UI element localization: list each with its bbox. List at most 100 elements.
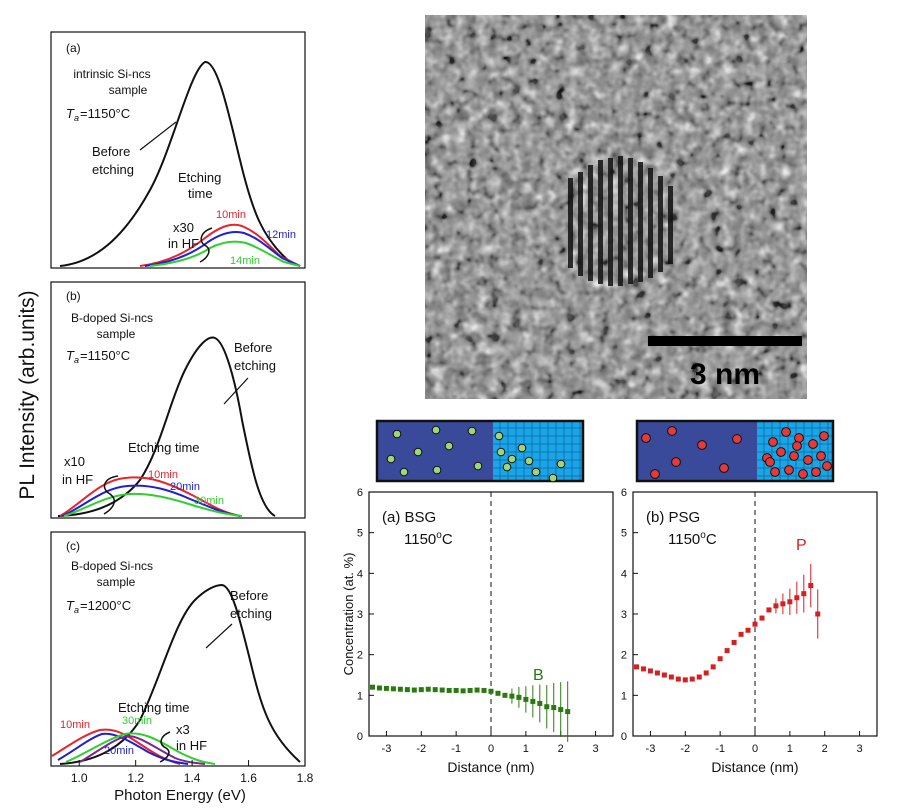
data-point [724, 648, 730, 654]
data-point [502, 692, 508, 698]
bsg-chart: -3 -2 -1 0 1 2 3 0 1 2 3 4 5 6 (a) BSG 1150oC B Conce… [341, 487, 614, 775]
data-point [703, 670, 709, 676]
pl-a-desc-2: sample [109, 83, 148, 97]
pl-c-purple-curve [79, 734, 206, 765]
pl-c-factor-2: in HF [176, 738, 207, 753]
psg-series-label: P [796, 537, 807, 554]
phosphorus-atom [794, 433, 804, 443]
pl-a-ta-symbol: Ta [66, 106, 79, 123]
pl-c-tag: (c) [66, 539, 80, 553]
bsg-schematic [375, 419, 585, 483]
x-tick-label: -3 [646, 743, 656, 755]
pl-c-etch: Etching time [118, 700, 190, 715]
data-point [481, 687, 487, 693]
phosphorus-atom [765, 457, 775, 467]
pl-b-factor-bracket [103, 475, 119, 515]
data-point [530, 698, 536, 704]
phosphorus-atom [803, 455, 813, 465]
phosphorus-atom [671, 457, 681, 467]
y-tick-label: 5 [621, 528, 627, 540]
pl-panel-a: (a) intrinsic Si-ncs sample Ta =1150°C B… [59, 41, 301, 267]
data-point [404, 687, 410, 693]
pl-b-time-30: 30min [194, 495, 224, 507]
data-point [369, 684, 375, 690]
pl-panel-a-frame [50, 31, 306, 269]
bsg-series-label: B [533, 667, 544, 684]
pl-c-time-30: 30min [122, 715, 152, 727]
data-point [488, 688, 494, 694]
phosphorus-atom [781, 427, 791, 437]
pl-a-temp: =1150°C [80, 106, 130, 121]
pl-c-before-1: Before [230, 588, 268, 603]
psg-axes: -3 -2 -1 0 1 2 3 0 1 2 3 4 5 6 [621, 487, 863, 755]
x-tick-label: 2 [822, 743, 828, 755]
data-point [752, 621, 758, 627]
boron-atom [386, 454, 396, 464]
data-point [710, 664, 716, 670]
boron-atom [494, 431, 504, 441]
phosphorus-atom [641, 433, 651, 443]
phosphorus-atom [697, 440, 707, 450]
pl-y-axis-label: PL Intensity (arb.units) [16, 290, 39, 499]
boron-atom [431, 425, 441, 435]
phosphorus-atom [667, 426, 677, 436]
pl-figure: PL Intensity (arb.units) (a) intrinsic S… [16, 31, 314, 804]
data-point [474, 687, 480, 693]
lattice-fringes [568, 156, 673, 286]
psg-title: (b) PSG [646, 509, 700, 526]
pl-a-10min-curve [139, 223, 301, 267]
psg-schematic [635, 419, 835, 483]
tem-scale-bar [648, 336, 802, 346]
data-point [467, 687, 473, 693]
x-tick-label: 1 [787, 743, 793, 755]
pl-b-tag: (b) [66, 289, 81, 303]
x-tick-label: 1 [523, 743, 529, 755]
phosphorus-atom [784, 465, 794, 475]
data-point [516, 694, 522, 700]
tem-image: 3 nm [425, 15, 807, 399]
bsg-temp: 1150oC [404, 530, 453, 548]
pl-x-tick-label: 1.4 [184, 771, 201, 785]
y-tick-label: 5 [357, 528, 363, 540]
data-point [738, 631, 744, 637]
phosphorus-atom [822, 461, 832, 471]
data-point [808, 583, 814, 589]
pl-c-desc-2: sample [97, 575, 136, 589]
data-point [495, 690, 501, 696]
boron-atom [517, 443, 527, 453]
x-tick-label: 0 [488, 743, 494, 755]
phosphorus-atom [732, 434, 742, 444]
psg-chart: -3 -2 -1 0 1 2 3 0 1 2 3 4 5 6 (b) PSG 1150oC P Dista… [621, 487, 878, 775]
data-point [801, 591, 807, 597]
data-point [682, 677, 688, 683]
pl-b-before-2: etching [234, 358, 276, 373]
pl-c-factor-bracket [159, 731, 171, 763]
pl-a-before-curve [59, 61, 301, 267]
x-tick-label: 3 [593, 743, 599, 755]
data-point [446, 687, 452, 693]
pl-a-12min-curve [144, 231, 301, 267]
bsg-axes: -3 -2 -1 0 1 2 3 0 1 2 3 4 5 6 [357, 487, 599, 755]
pl-b-before-pointer [223, 377, 249, 405]
data-point [766, 607, 772, 613]
pl-a-14min-curve [149, 240, 301, 267]
pl-panel-b-frame [50, 281, 306, 519]
data-point [390, 686, 396, 692]
phosphorus-atom [768, 437, 778, 447]
pl-b-temp: =1150°C [80, 348, 130, 363]
phosphorus-atom [770, 467, 780, 477]
pl-a-before-1: Before [92, 144, 130, 159]
y-tick-label: 1 [621, 690, 627, 702]
data-point [661, 672, 667, 678]
pl-b-ta-symbol: Ta [66, 348, 79, 365]
pl-b-desc-1: B-doped Si-ncs [71, 311, 153, 325]
y-tick-label: 1 [357, 690, 363, 702]
psg-series [633, 563, 821, 683]
data-point [654, 670, 660, 676]
x-tick-label: -1 [715, 743, 725, 755]
y-tick-label: 3 [357, 609, 363, 621]
phosphorus-atom [811, 467, 821, 477]
pl-c-30min-curve [65, 732, 216, 765]
pl-b-30min-curve [63, 492, 243, 517]
boron-atom [399, 467, 409, 477]
